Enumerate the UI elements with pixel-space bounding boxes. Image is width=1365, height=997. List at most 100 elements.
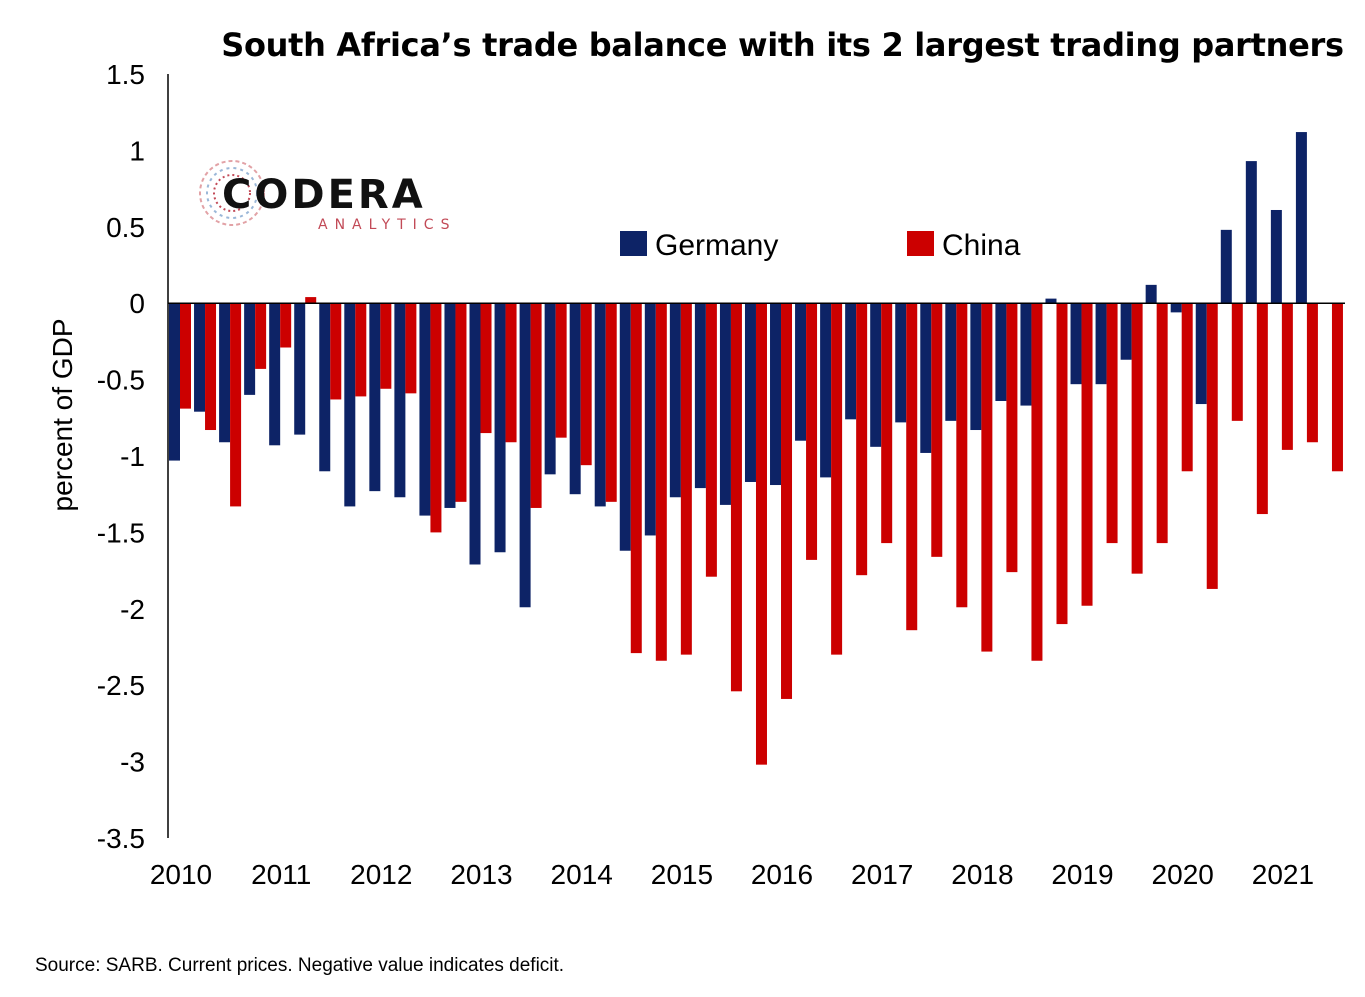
bar-china-2016Q1 (781, 303, 793, 699)
bar-china-2010Q1 (180, 303, 191, 409)
codera-logo: CODERA ANALYTICS (199, 160, 456, 233)
bar-china-2012Q2 (405, 303, 417, 394)
bar-china-2017Q1 (881, 303, 893, 544)
bar-china-2017Q4 (956, 303, 968, 608)
bar-germany-2010Q4 (244, 303, 256, 395)
bar-china-2017Q2 (906, 303, 918, 631)
source-note: Source: SARB. Current prices. Negative v… (35, 955, 565, 976)
bar-germany-2018Q1 (970, 303, 982, 431)
bar-germany-2019Q2 (1095, 303, 1107, 385)
bar-china-2013Q4 (555, 303, 567, 438)
bar-china-2013Q1 (480, 303, 492, 434)
bar-germany-2021Q2 (1295, 132, 1307, 304)
y-axis-ticks: 1.5 1 0.5 0 -0.5 -1 -1.5 -2 -2.5 -3 -3.5 (97, 59, 145, 854)
bar-china-2018Q3 (1031, 303, 1043, 661)
bar-germany-2012Q2 (394, 303, 406, 498)
x-tick-label: 2016 (751, 859, 813, 890)
bar-germany-2010Q2 (194, 303, 206, 412)
y-tick-label: -3.5 (97, 823, 145, 854)
bar-germany-2016Q2 (795, 303, 807, 441)
bar-germany-2012Q4 (444, 303, 456, 508)
y-tick-label: -1 (120, 441, 145, 472)
y-tick-label: -1.5 (97, 517, 145, 548)
bar-germany-2019Q4 (1145, 284, 1157, 304)
bar-china-2011Q2 (305, 297, 317, 304)
bar-china-2021Q3 (1331, 303, 1343, 472)
bar-germany-2019Q3 (1120, 303, 1132, 360)
bar-china-2012Q4 (455, 303, 467, 502)
bar-germany-2012Q1 (369, 303, 381, 492)
x-tick-label: 2018 (951, 859, 1013, 890)
chart-title: South Africa’s trade balance with its 2 … (221, 26, 1344, 64)
bar-china-2011Q4 (355, 303, 367, 397)
y-axis-label: percent of GDP (47, 319, 78, 512)
bar-china-2011Q1 (280, 303, 292, 348)
bar-china-2016Q3 (831, 303, 843, 655)
bar-germany-2018Q4 (1045, 298, 1057, 304)
y-tick-label: -2 (120, 594, 145, 625)
bar-china-2013Q2 (505, 303, 517, 443)
bar-china-2010Q4 (255, 303, 267, 369)
legend: Germany China (620, 229, 1021, 262)
y-tick-label: 0 (129, 288, 145, 319)
x-tick-label: 2011 (251, 859, 311, 890)
bar-china-2020Q1 (1181, 303, 1193, 472)
bar-germany-2021Q1 (1270, 209, 1282, 304)
bar-germany-2016Q3 (820, 303, 832, 478)
bar-germany-2015Q3 (719, 303, 731, 505)
bar-germany-2014Q1 (569, 303, 581, 495)
bar-china-2014Q4 (655, 303, 667, 661)
bar-china-2014Q2 (605, 303, 617, 502)
bar-china-2020Q4 (1256, 303, 1268, 515)
bar-china-2019Q1 (1081, 303, 1093, 606)
bar-germany-2019Q1 (1070, 303, 1082, 385)
bar-china-2010Q2 (205, 303, 217, 431)
bar-germany-2011Q1 (269, 303, 281, 446)
bar-germany-2015Q1 (669, 303, 681, 498)
bar-germany-2011Q4 (344, 303, 356, 507)
bar-germany-2010Q1 (169, 303, 180, 461)
x-tick-label: 2017 (851, 859, 913, 890)
bar-china-2012Q1 (380, 303, 392, 389)
bar-germany-2017Q3 (920, 303, 932, 453)
bar-china-2014Q3 (630, 303, 642, 654)
legend-label-germany: Germany (655, 229, 778, 262)
bar-china-2018Q4 (1056, 303, 1068, 625)
bar-germany-2013Q1 (469, 303, 481, 565)
bar-china-2016Q2 (806, 303, 818, 560)
legend-swatch-china (907, 231, 934, 256)
bar-germany-2018Q2 (995, 303, 1007, 401)
bar-germany-2020Q4 (1245, 161, 1257, 304)
bar-germany-2014Q3 (619, 303, 631, 551)
bar-germany-2013Q3 (519, 303, 531, 608)
bar-china-2017Q3 (931, 303, 943, 557)
x-tick-label: 2015 (651, 859, 713, 890)
x-tick-label: 2019 (1051, 859, 1113, 890)
logo-sub-text: ANALYTICS (318, 217, 456, 233)
logo-circle-icon (199, 160, 265, 226)
bar-germany-2014Q2 (594, 303, 606, 507)
bar-china-2013Q3 (530, 303, 542, 508)
legend-swatch-germany (620, 231, 647, 256)
y-tick-label: -2.5 (97, 670, 145, 701)
x-tick-label: 2021 (1252, 859, 1314, 890)
bar-china-2018Q1 (981, 303, 993, 652)
bar-germany-2013Q2 (494, 303, 506, 553)
bar-china-2010Q3 (230, 303, 242, 507)
bar-china-2015Q3 (730, 303, 742, 692)
logo-main-text: CODERA (222, 172, 426, 218)
y-tick-label: -0.5 (97, 365, 145, 396)
x-tick-label: 2012 (350, 859, 412, 890)
bar-germany-2015Q2 (694, 303, 706, 489)
y-tick-label: 1.5 (106, 59, 145, 90)
bar-china-2015Q1 (680, 303, 692, 655)
y-tick-label: 1 (129, 135, 145, 166)
bar-germany-2011Q3 (319, 303, 331, 472)
bar-china-2015Q4 (755, 303, 767, 765)
bar-germany-2016Q1 (770, 303, 782, 486)
bar-china-2020Q3 (1231, 303, 1243, 421)
bar-germany-2018Q3 (1020, 303, 1032, 406)
x-tick-label: 2013 (450, 859, 512, 890)
x-tick-label: 2010 (150, 859, 212, 890)
bar-germany-2020Q3 (1220, 229, 1232, 304)
